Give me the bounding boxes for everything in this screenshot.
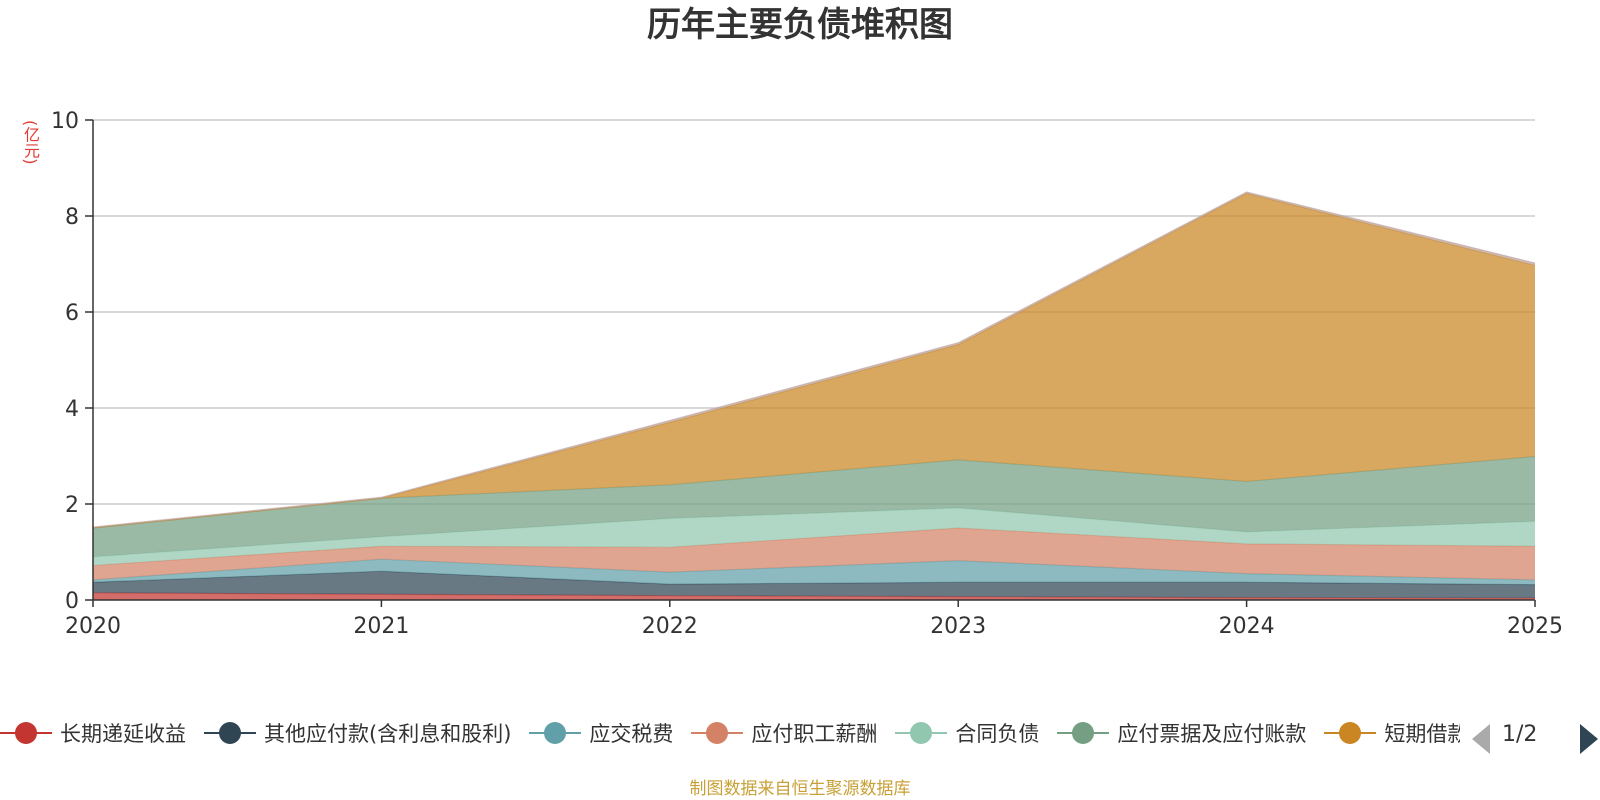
legend-label: 合同负债	[955, 722, 1040, 746]
y-axis-unit-label: (亿元)	[21, 120, 40, 165]
legend-next-page-icon[interactable]	[1580, 724, 1598, 754]
legend-page-indicator: 1/2	[1502, 722, 1538, 747]
area-series-5[interactable]	[93, 456, 1535, 557]
legend-item[interactable]: 应付职工薪酬	[691, 718, 877, 748]
x-tick-label-2025: 2025	[1507, 614, 1563, 639]
legend-marker-icon	[895, 718, 948, 748]
legend-item[interactable]: 合同负债	[895, 718, 1039, 748]
x-tick-label-2023: 2023	[930, 614, 986, 639]
legend-marker-icon	[1057, 718, 1110, 748]
area-series-line-7	[92, 191, 1536, 528]
stacked-area-chart: 0 2 4 6 8 10 2020 2021 2022 2023 2024 2025	[51, 109, 1563, 639]
y-tick-label-4: 4	[65, 397, 79, 422]
legend: 长期递延收益 其他应付款(含利息和股利) 应交税费 应付职工薪酬 合同负债 应付票据及应付…	[0, 718, 1600, 748]
chart-title: 历年主要负债堆积图	[647, 5, 953, 45]
legend-label: 长期递延收益	[60, 722, 186, 746]
legend-marker-icon	[204, 718, 256, 748]
area-series-3[interactable]	[93, 528, 1535, 580]
legend-marker-icon	[0, 718, 52, 748]
legend-prev-page-icon[interactable]	[1472, 724, 1490, 754]
legend-marker-icon	[529, 718, 582, 748]
x-tick-label-2021: 2021	[353, 614, 409, 639]
legend-item[interactable]: 应付票据及应付账款	[1057, 718, 1306, 748]
area-series-1[interactable]	[93, 571, 1535, 599]
legend-items: 长期递延收益 其他应付款(含利息和股利) 应交税费 应付职工薪酬 合同负债 应付票据及应付…	[0, 718, 1460, 748]
area-series-4[interactable]	[93, 507, 1535, 566]
y-tick-label-10: 10	[51, 109, 79, 134]
legend-label: 应交税费	[589, 722, 674, 746]
area-series-6[interactable]	[93, 193, 1535, 528]
legend-label: 应付票据及应付账款	[1117, 722, 1307, 746]
legend-item[interactable]: 其他应付款(含利息和股利)	[204, 718, 511, 748]
y-tick-label-2: 2	[65, 493, 79, 518]
legend-marker-icon	[691, 718, 744, 748]
x-tick-label-2020: 2020	[65, 614, 121, 639]
legend-pager: 1/2	[1470, 718, 1600, 754]
legend-marker-icon	[1324, 718, 1377, 748]
legend-item[interactable]: 应交税费	[529, 718, 673, 748]
y-tick-label-8: 8	[65, 205, 79, 230]
legend-item[interactable]: 长期递延收益	[0, 718, 186, 748]
legend-label: 其他应付款(含利息和股利)	[264, 722, 512, 746]
data-source-note: 制图数据来自恒生聚源数据库	[689, 779, 911, 799]
y-tick-label-6: 6	[65, 301, 79, 326]
legend-label: 应付职工薪酬	[751, 722, 878, 746]
area-series-line-2	[92, 558, 1536, 581]
x-tick-label-2024: 2024	[1219, 614, 1275, 639]
y-tick-label-0: 0	[65, 589, 79, 614]
legend-label: 短期借款	[1384, 722, 1460, 746]
legend-item[interactable]: 短期借款	[1324, 718, 1460, 748]
x-tick-label-2022: 2022	[642, 614, 698, 639]
area-series-2[interactable]	[93, 559, 1535, 585]
